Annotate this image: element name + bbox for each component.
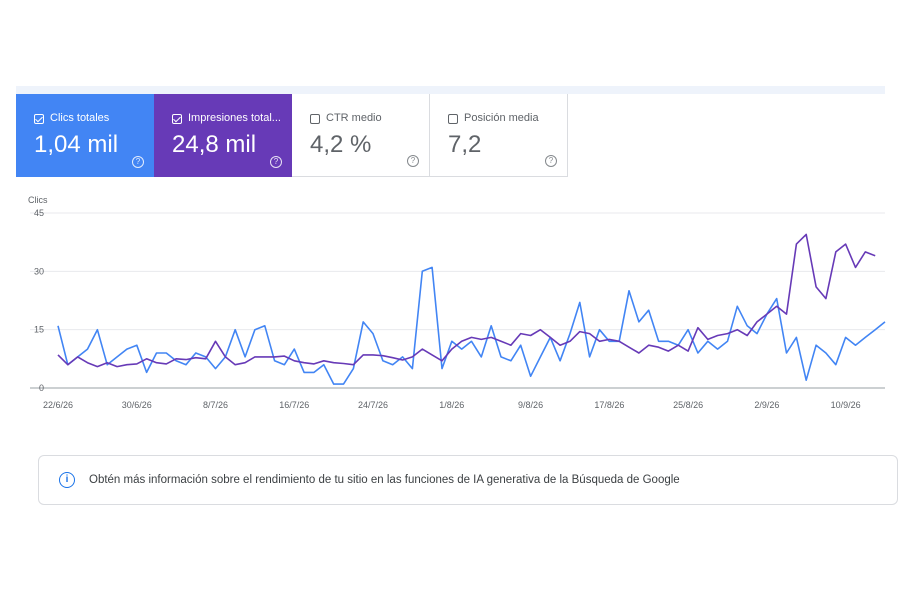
metric-card-ctr[interactable]: CTR medio 4,2 % ? bbox=[292, 94, 430, 177]
x-tick-label: 9/8/26 bbox=[518, 400, 543, 410]
checkbox-checked-icon[interactable] bbox=[34, 113, 44, 124]
x-tick-label: 17/8/26 bbox=[594, 400, 624, 410]
y-tick-label: 15 bbox=[34, 325, 44, 335]
checkbox-unchecked-icon[interactable] bbox=[310, 113, 320, 124]
help-icon[interactable]: ? bbox=[132, 156, 144, 168]
help-icon[interactable]: ? bbox=[545, 155, 557, 167]
checkbox-unchecked-icon[interactable] bbox=[448, 113, 458, 124]
x-tick-label: 30/6/26 bbox=[122, 400, 152, 410]
y-tick-label: 45 bbox=[34, 208, 44, 218]
metric-card-position[interactable]: Posición media 7,2 ? bbox=[430, 94, 568, 177]
metric-label: CTR medio bbox=[326, 112, 382, 124]
metric-value: 24,8 mil bbox=[172, 131, 257, 158]
metric-value: 1,04 mil bbox=[34, 131, 119, 158]
x-tick-label: 2/9/26 bbox=[754, 400, 779, 410]
help-icon[interactable]: ? bbox=[270, 156, 282, 168]
metric-label-row: Posición media bbox=[448, 112, 567, 125]
metric-label-row: CTR medio bbox=[310, 112, 429, 125]
info-banner[interactable]: i Obtén más información sobre el rendimi… bbox=[38, 455, 898, 505]
x-tick-label: 10/9/26 bbox=[831, 400, 861, 410]
metric-value: 4,2 % bbox=[310, 131, 372, 158]
impressions-series-line bbox=[57, 233, 876, 368]
info-icon: i bbox=[59, 472, 75, 488]
metric-label: Clics totales bbox=[50, 112, 110, 124]
x-tick-label: 8/7/26 bbox=[203, 400, 228, 410]
performance-chart: Clics 0 15 30 45 22/6/26 30/6/26 8/7/26 16/7/26 2… bbox=[28, 195, 886, 410]
help-icon[interactable]: ? bbox=[407, 155, 419, 167]
x-tick-label: 24/7/26 bbox=[358, 400, 388, 410]
y-tick-label: 0 bbox=[39, 383, 44, 393]
metric-label: Posición media bbox=[464, 112, 539, 124]
clicks-series-line bbox=[57, 266, 886, 385]
metric-value: 7,2 bbox=[448, 131, 482, 158]
x-tick-label: 25/8/26 bbox=[673, 400, 703, 410]
metric-card-impressions[interactable]: Impresiones total... 24,8 mil ? bbox=[154, 94, 292, 177]
checkbox-checked-icon[interactable] bbox=[172, 113, 182, 124]
y-axis-title: Clics bbox=[28, 195, 48, 205]
x-tick-label: 1/8/26 bbox=[439, 400, 464, 410]
metric-label-row: Impresiones total... bbox=[172, 112, 292, 125]
y-tick-label: 30 bbox=[34, 266, 44, 276]
banner-text: Obtén más información sobre el rendimien… bbox=[89, 474, 680, 486]
metric-cards: Clics totales 1,04 mil ? Impresiones tot… bbox=[16, 94, 568, 177]
metric-label: Impresiones total... bbox=[188, 112, 281, 124]
metric-card-clicks[interactable]: Clics totales 1,04 mil ? bbox=[16, 94, 154, 177]
metric-label-row: Clics totales bbox=[34, 112, 154, 125]
top-strip bbox=[16, 86, 885, 94]
x-tick-label: 22/6/26 bbox=[43, 400, 73, 410]
x-tick-label: 16/7/26 bbox=[279, 400, 309, 410]
